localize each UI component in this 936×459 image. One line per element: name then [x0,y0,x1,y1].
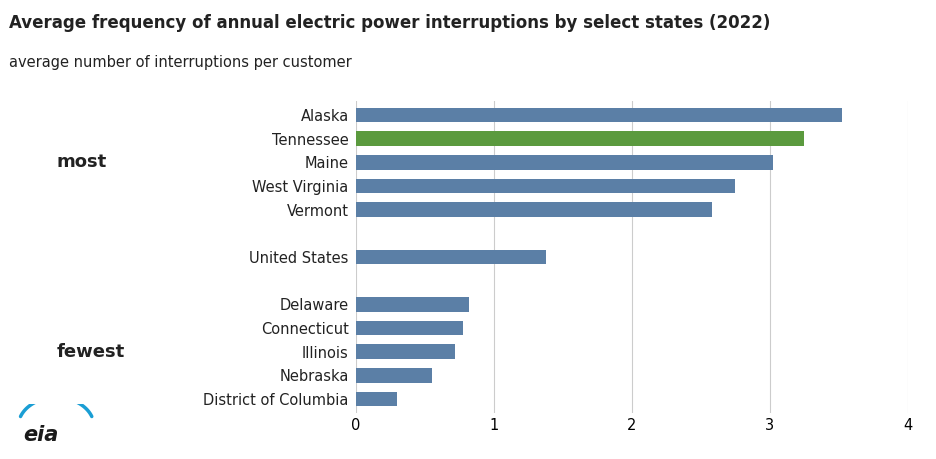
Bar [356,202,712,217]
Text: average number of interruptions per customer: average number of interruptions per cust… [9,55,352,70]
Text: fewest: fewest [56,342,124,361]
Bar [356,297,469,312]
Bar [356,108,841,123]
Bar [356,344,455,359]
Text: eia: eia [23,425,59,445]
Bar [356,392,397,406]
Bar [356,321,463,336]
Bar [356,250,547,264]
Bar [356,155,772,170]
Bar [356,131,804,146]
Text: most: most [56,153,107,172]
Bar [356,179,736,193]
Text: Average frequency of annual electric power interruptions by select states (2022): Average frequency of annual electric pow… [9,14,770,32]
Bar [356,368,431,383]
